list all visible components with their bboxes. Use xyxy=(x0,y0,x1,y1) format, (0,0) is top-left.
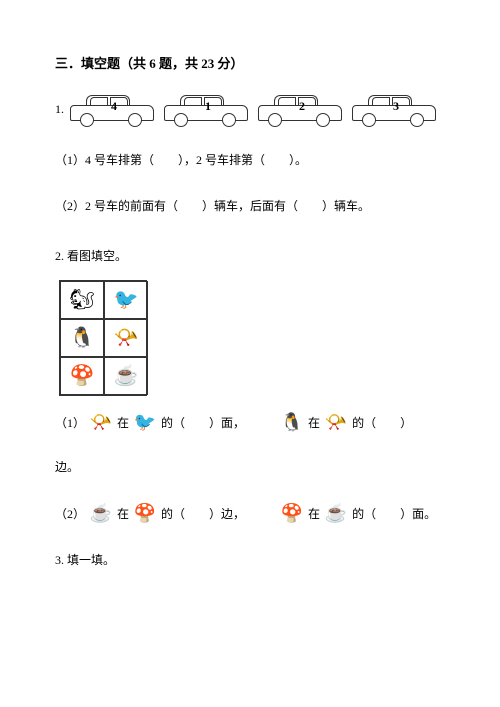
grid-cell: ☕ xyxy=(104,357,148,395)
cup-icon: ☕ xyxy=(323,503,349,525)
cup-icon: ☕ xyxy=(114,354,139,398)
bird-icon: 🐦 xyxy=(132,412,158,434)
text: 的（ ）边， xyxy=(161,501,245,527)
q2-line2: （2） ☕ 在 🍄 的（ ）边， 🍄 在 ☕ 的（ ）面。 xyxy=(55,501,445,527)
car-number: 2 xyxy=(256,93,348,119)
question-2: 2. 看图填空。 🐿 🐦 🐧 📯 🍄 ☕ （1） 📯 在 🐦 的（ ）面， 🐧 … xyxy=(55,243,445,527)
q1-sub2: （2）2 号车的前面有（ ）辆车，后面有（ ）辆车。 xyxy=(55,193,445,219)
mushroom-icon: 🍄 xyxy=(132,503,158,525)
face-icon: 🐧 xyxy=(279,412,305,434)
section-title: 三．填空题（共 6 题，共 23 分） xyxy=(55,50,445,79)
q2-number: 2. 看图填空。 xyxy=(55,243,445,269)
q2-line1: （1） 📯 在 🐦 的（ ）面， 🐧 在 📯 的（ ） xyxy=(55,410,445,436)
question-1: 1. 4 1 2 3 xyxy=(55,91,445,129)
text: 的（ ）面， xyxy=(161,410,245,436)
car-number: 4 xyxy=(68,93,160,119)
mushroom-icon: 🍄 xyxy=(279,503,305,525)
car-row: 4 1 2 3 xyxy=(68,91,442,129)
cup-icon: ☕ xyxy=(88,503,114,525)
text: 在 xyxy=(308,410,320,436)
text: 在 xyxy=(117,410,129,436)
grid-cell: 📯 xyxy=(104,319,148,357)
q2-1-prefix: （1） xyxy=(55,410,85,436)
car-item: 2 xyxy=(256,91,348,129)
car-item: 3 xyxy=(350,91,442,129)
text: 在 xyxy=(308,501,320,527)
text: 的（ ） xyxy=(352,410,412,436)
grid-cell: 🐿 xyxy=(60,281,104,319)
text: 的（ ）面。 xyxy=(352,501,436,527)
mushroom-icon: 🍄 xyxy=(70,354,95,398)
q1-number: 1. xyxy=(55,96,64,122)
q2-2-prefix: （2） xyxy=(55,501,85,527)
grid-cell: 🐧 xyxy=(60,319,104,357)
car-item: 1 xyxy=(162,91,254,129)
horn-icon: 📯 xyxy=(323,412,349,434)
text: 在 xyxy=(117,501,129,527)
q1-sub1: （1）4 号车排第（ ），2 号车排第（ ）。 xyxy=(55,147,445,173)
question-3: 3. 填一填。 xyxy=(55,547,445,573)
grid-cell: 🍄 xyxy=(60,357,104,395)
horn-icon: 📯 xyxy=(88,412,114,434)
grid-cell: 🐦 xyxy=(104,281,148,319)
icon-grid: 🐿 🐦 🐧 📯 🍄 ☕ xyxy=(59,280,147,396)
q2-line1b: 边。 xyxy=(55,454,445,480)
car-number: 1 xyxy=(162,93,254,119)
car-number: 3 xyxy=(350,93,442,119)
car-item: 4 xyxy=(68,91,160,129)
